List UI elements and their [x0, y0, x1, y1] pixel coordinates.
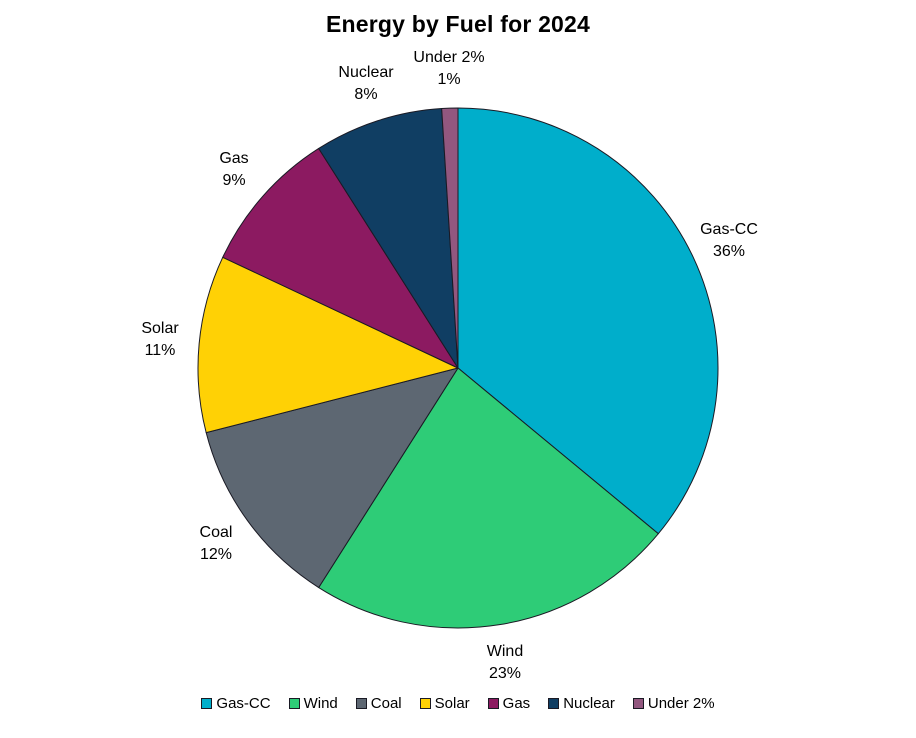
- pie-slice-gas[interactable]: [222, 147, 459, 369]
- legend-label: Nuclear: [563, 695, 615, 712]
- legend-label: Coal: [370, 695, 402, 712]
- slice-label-coal: Coal 12%: [200, 522, 233, 566]
- slice-label-name: Wind: [486, 643, 524, 660]
- legend-marker-nuclear: [548, 698, 560, 709]
- slice-label-solar: Solar 11%: [141, 318, 178, 362]
- legend-item-gas-cc[interactable]: Gas-CC: [201, 695, 271, 712]
- chart-legend: Gas-CC Wind Coal Solar Gas Nuclear Under 2%: [0, 695, 916, 712]
- slice-label-percent: 23%: [488, 665, 522, 682]
- slice-label-percent: 11%: [144, 342, 176, 359]
- pie-slice-coal[interactable]: [205, 367, 459, 589]
- pie-slice-wind[interactable]: [318, 367, 659, 629]
- slice-label-name: Solar: [141, 320, 179, 337]
- legend-item-gas[interactable]: Gas: [487, 695, 531, 712]
- pie-slice-solar[interactable]: [197, 256, 459, 434]
- legend-marker-under-2: [632, 698, 644, 709]
- slice-label-percent: 8%: [354, 86, 378, 103]
- legend-label: Gas-CC: [216, 695, 271, 712]
- legend-marker-gas: [487, 698, 499, 709]
- slice-label-name: Gas-CC: [700, 221, 758, 238]
- slice-label-gas-cc: Gas-CC 36%: [700, 219, 758, 263]
- legend-item-solar[interactable]: Solar: [419, 695, 470, 712]
- slice-label-wind: Wind 23%: [487, 641, 523, 685]
- legend-label: Wind: [303, 695, 338, 712]
- slice-label-percent: 1%: [437, 71, 461, 88]
- slice-label-percent: 36%: [712, 243, 746, 260]
- legend-label: Gas: [502, 695, 531, 712]
- slice-label-percent: 12%: [199, 546, 233, 563]
- legend-item-coal[interactable]: Coal: [355, 695, 402, 712]
- legend-marker-gas-cc: [201, 698, 213, 709]
- legend-label: Under 2%: [647, 695, 715, 712]
- pie-slice-under-2[interactable]: [441, 107, 459, 369]
- slice-label-name: Gas: [219, 150, 249, 167]
- legend-marker-coal: [355, 698, 367, 709]
- slice-label-under-2: Under 2% 1%: [413, 47, 484, 91]
- legend-item-under-2[interactable]: Under 2%: [632, 695, 715, 712]
- slice-label-gas: Gas 9%: [219, 148, 248, 192]
- legend-marker-wind: [288, 698, 300, 709]
- slice-label-name: Under 2%: [413, 49, 485, 66]
- pie-slice-nuclear[interactable]: [318, 108, 459, 369]
- pie-slice-gas-cc[interactable]: [457, 107, 719, 535]
- slice-label-nuclear: Nuclear 8%: [338, 62, 393, 106]
- legend-label: Solar: [434, 695, 470, 712]
- legend-item-wind[interactable]: Wind: [288, 695, 338, 712]
- slice-label-name: Nuclear: [338, 64, 394, 81]
- chart-title: Energy by Fuel for 2024: [325, 11, 591, 37]
- legend-marker-solar: [419, 698, 431, 709]
- slice-label-percent: 9%: [222, 172, 246, 189]
- legend-item-nuclear[interactable]: Nuclear: [548, 695, 615, 712]
- slice-label-name: Coal: [199, 524, 233, 541]
